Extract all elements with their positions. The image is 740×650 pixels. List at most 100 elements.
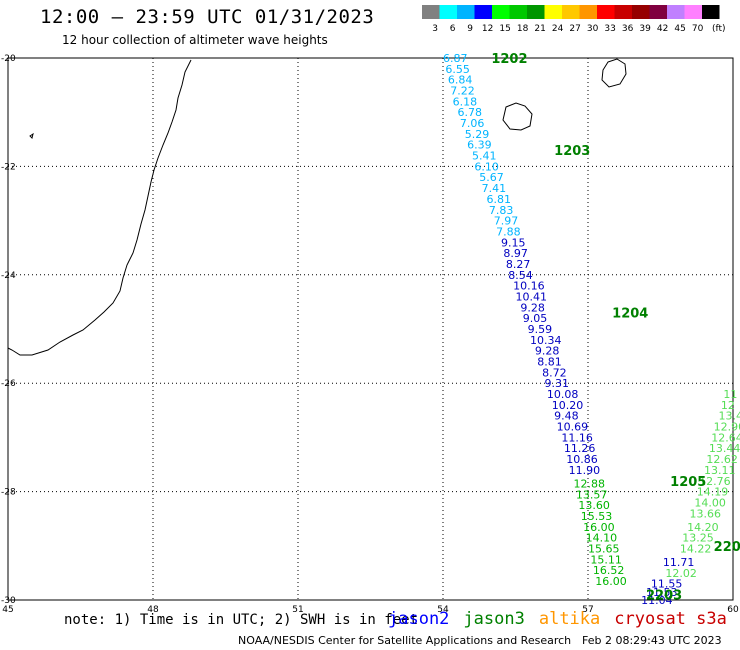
swh-value: 5.41 bbox=[472, 150, 497, 163]
swh-value: 9.15 bbox=[501, 236, 526, 249]
colorbar-label: 30 bbox=[587, 24, 599, 34]
swh-value: 10.08 bbox=[547, 388, 579, 401]
lat-tick-label: -20 bbox=[1, 54, 16, 64]
swh-value: 12.64 bbox=[711, 431, 740, 444]
colorbar-swatch bbox=[702, 5, 720, 19]
colorbar-swatch bbox=[474, 5, 492, 19]
swh-value: 7.06 bbox=[460, 117, 485, 130]
swh-value: 13.66 bbox=[690, 507, 722, 520]
colorbar-label: 27 bbox=[569, 24, 580, 34]
swh-value: 16.00 bbox=[595, 575, 627, 588]
swh-value: 14.19 bbox=[697, 486, 729, 499]
swh-value: 10.69 bbox=[557, 421, 589, 434]
map-frame bbox=[7, 57, 734, 601]
swh-value: 13.57 bbox=[576, 488, 608, 501]
swh-value: 9.59 bbox=[528, 323, 553, 336]
colorbar-swatch bbox=[667, 5, 685, 19]
colorbar-swatch bbox=[509, 5, 527, 19]
swh-value: 8.81 bbox=[537, 356, 562, 369]
swh-value: 15.53 bbox=[581, 510, 613, 523]
swh-value: 7.88 bbox=[496, 225, 520, 238]
swh-value: 14.20 bbox=[687, 521, 719, 534]
swh-value: 13.60 bbox=[578, 499, 610, 512]
lat-tick-label: -28 bbox=[1, 488, 16, 498]
colorbar-label: 12 bbox=[482, 24, 493, 34]
swh-value: 10.34 bbox=[530, 334, 562, 347]
swh-value: 13.25 bbox=[682, 532, 714, 545]
swh-value: 15.65 bbox=[588, 543, 620, 556]
swh-value: 14.22 bbox=[680, 543, 712, 556]
swh-value: 16.00 bbox=[583, 521, 615, 534]
colorbar-unit: (ft) bbox=[712, 24, 726, 34]
map-title: 12:00 – 23:59 UTC 01/31/2023 bbox=[40, 6, 375, 28]
coastline bbox=[7, 58, 627, 356]
lat-tick-label: -30 bbox=[1, 596, 16, 606]
swh-value: 6.10 bbox=[474, 160, 499, 173]
swh-value: 7.97 bbox=[494, 215, 519, 228]
swh-value: 10.16 bbox=[513, 280, 545, 293]
swh-value: 15.11 bbox=[590, 553, 622, 566]
swh-value: 11.71 bbox=[663, 556, 695, 569]
swh-value: 10.20 bbox=[552, 399, 584, 412]
colorbar-swatch bbox=[614, 5, 632, 19]
track-label: 2204 bbox=[714, 540, 740, 555]
credit-line: NOAA/NESDIS Center for Satellite Applica… bbox=[238, 634, 572, 647]
mission-jason3: jason3 bbox=[463, 609, 525, 629]
colorbar-swatch bbox=[684, 5, 702, 19]
colorbar-label: 36 bbox=[622, 24, 634, 34]
swh-value: 6.18 bbox=[453, 95, 478, 108]
lon-tick-label: 51 bbox=[292, 605, 303, 615]
swh-value: 8.54 bbox=[508, 269, 533, 282]
swh-value: 7.41 bbox=[482, 182, 507, 195]
swh-value: 6.87 bbox=[443, 52, 468, 65]
lat-tick-label: -26 bbox=[1, 379, 16, 389]
lat-tick-label: -24 bbox=[1, 271, 16, 281]
swh-value: 11.55 bbox=[651, 578, 683, 591]
swh-value: 6.39 bbox=[467, 139, 492, 152]
lon-tick-label: 54 bbox=[437, 605, 449, 615]
colorbar-swatch bbox=[527, 5, 545, 19]
swh-value: 12.02 bbox=[665, 567, 697, 580]
madagascar-islet bbox=[29, 132, 34, 139]
colorbar-label: 15 bbox=[499, 24, 510, 34]
swh-value: 7.83 bbox=[489, 204, 513, 217]
colorbar-label: 45 bbox=[674, 24, 685, 34]
colorbar-label: 21 bbox=[534, 24, 545, 34]
swh-value: 7.22 bbox=[450, 85, 475, 98]
swh-value: 9.28 bbox=[535, 345, 560, 358]
mauritius-island bbox=[601, 58, 627, 88]
colorbar-swatch bbox=[422, 5, 440, 19]
colorbar-label: 6 bbox=[450, 24, 456, 34]
colorbar-label: 42 bbox=[657, 24, 668, 34]
colorbar-swatch bbox=[457, 5, 475, 19]
colorbar-swatch bbox=[492, 5, 510, 19]
colorbar-label: 33 bbox=[604, 24, 615, 34]
mission-legend: jason2 jason3 altika cryosat s3a bbox=[388, 609, 740, 629]
swh-value: 10.41 bbox=[516, 290, 548, 303]
track-label: 1203 bbox=[554, 144, 590, 159]
mission-cryosat: cryosat s3a bbox=[614, 609, 727, 629]
swh-value: 11.90 bbox=[569, 464, 601, 477]
swh-value: 10.86 bbox=[566, 453, 598, 466]
swh-value: 8.97 bbox=[503, 247, 527, 260]
map-subtitle: 12 hour collection of altimeter wave hei… bbox=[62, 33, 328, 47]
swh-value: 12.88 bbox=[574, 477, 606, 490]
swh-value: 16.52 bbox=[593, 564, 625, 577]
mission-jason2: jason2 bbox=[388, 609, 450, 629]
swh-value: 12.90 bbox=[714, 421, 740, 434]
reunion-island bbox=[502, 102, 533, 131]
swh-value: 8.72 bbox=[542, 366, 567, 379]
swh-value: 9.31 bbox=[545, 377, 570, 390]
colorbar-swatch bbox=[562, 5, 580, 19]
track-label: 1202 bbox=[491, 52, 527, 67]
swh-observations: 6.876.556.847.226.186.787.065.296.395.41… bbox=[443, 52, 740, 607]
colorbar-swatch bbox=[579, 5, 597, 19]
swh-value: 11.53 bbox=[646, 586, 678, 599]
lon-tick-label: 57 bbox=[582, 605, 593, 615]
swh-value: 11.16 bbox=[561, 431, 593, 444]
colorbar-label: 18 bbox=[517, 24, 529, 34]
swh-value: 6.78 bbox=[458, 106, 483, 119]
swh-value: 8.27 bbox=[506, 258, 531, 271]
track-label: 1204 bbox=[612, 307, 648, 322]
